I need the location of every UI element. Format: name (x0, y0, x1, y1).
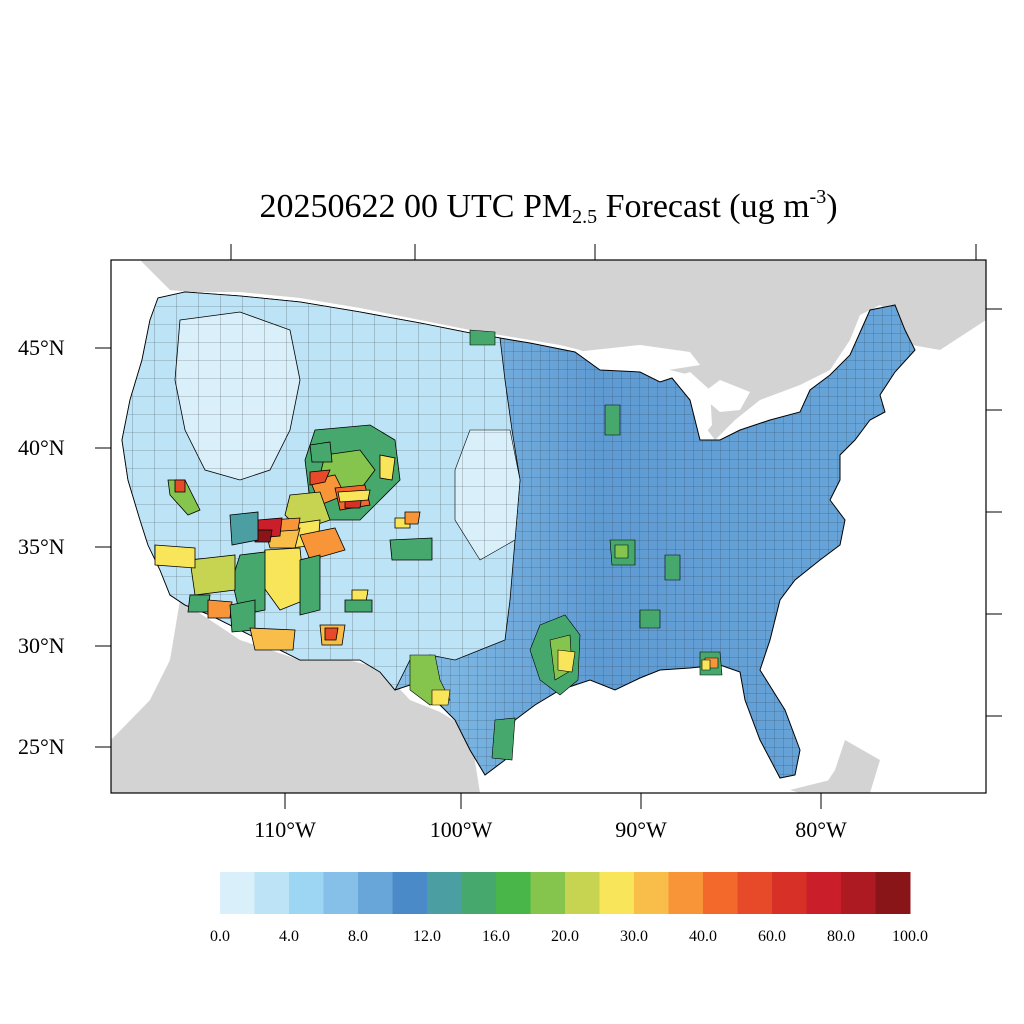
lon-label-90w: 90°W (615, 817, 667, 842)
colorbar-swatch (289, 872, 324, 914)
title-suffix: ) (826, 188, 838, 225)
map-title: 20250622 00 UTC PM2.5 Forecast (ug m-3) (0, 185, 1024, 229)
canada-land (140, 260, 986, 440)
colorbar-swatch (323, 872, 359, 914)
colorbar-label: 12.0 (413, 928, 441, 945)
colorbar-label: 60.0 (758, 928, 786, 945)
colorbar-label: 80.0 (827, 928, 855, 945)
colorbar-swatch (634, 872, 669, 914)
colorbar-swatch (565, 872, 600, 914)
colorbar-label: 4.0 (279, 928, 299, 945)
title-superscript: -3 (809, 186, 827, 208)
colorbar-swatch (530, 872, 566, 914)
colorbar-label: 8.0 (348, 928, 368, 945)
colorbar-swatch (427, 872, 462, 914)
title-middle: Forecast (ug m (597, 188, 810, 225)
colorbar-swatch (496, 872, 531, 914)
yucatan-land (820, 740, 880, 793)
colorbar-swatch (737, 872, 773, 914)
colorbar-label: 20.0 (551, 928, 579, 945)
colorbar-label: 30.0 (620, 928, 648, 945)
lon-label-80w: 80°W (795, 817, 847, 842)
colorbar (220, 872, 911, 914)
colorbar-swatch (806, 872, 842, 914)
lat-label-45: 45°N (18, 335, 65, 360)
map-body (111, 260, 986, 793)
lat-label-40: 40°N (18, 435, 65, 460)
title-prefix: 20250622 00 UTC PM (259, 188, 573, 225)
lat-label-35: 35°N (18, 534, 65, 559)
colorbar-swatch (703, 872, 738, 914)
lon-label-110w: 110°W (254, 817, 316, 842)
high-pm-areas (154, 424, 433, 651)
map-frame (110, 259, 987, 794)
mexico-land (111, 600, 480, 793)
colorbar-swatch (772, 872, 807, 914)
colorbar-swatch (392, 872, 428, 914)
colorbar-swatch (461, 872, 497, 914)
title-subscript: 2.5 (572, 206, 598, 228)
colorbar-swatch (220, 872, 255, 914)
lat-label-30: 30°N (18, 633, 65, 658)
mid-pm-areas (409, 329, 723, 761)
colorbar-label: 0.0 (210, 928, 230, 945)
colorbar-label: 40.0 (689, 928, 717, 945)
colorbar-label: 16.0 (482, 928, 510, 945)
great-lakes (575, 345, 800, 440)
axis-ticks (95, 244, 1002, 809)
lat-label-25: 25°N (18, 734, 65, 759)
lon-label-100w: 100°W (429, 817, 493, 842)
colorbar-swatch (599, 872, 635, 914)
colorbar-swatch (875, 872, 911, 914)
colorbar-swatch (358, 872, 393, 914)
colorbar-swatch (668, 872, 704, 914)
colorbar-label: 100.0 (892, 928, 928, 945)
colorbar-swatch (254, 872, 290, 914)
caribbean-land (790, 780, 860, 793)
colorbar-swatch (841, 872, 876, 914)
county-lines-east (395, 305, 915, 778)
